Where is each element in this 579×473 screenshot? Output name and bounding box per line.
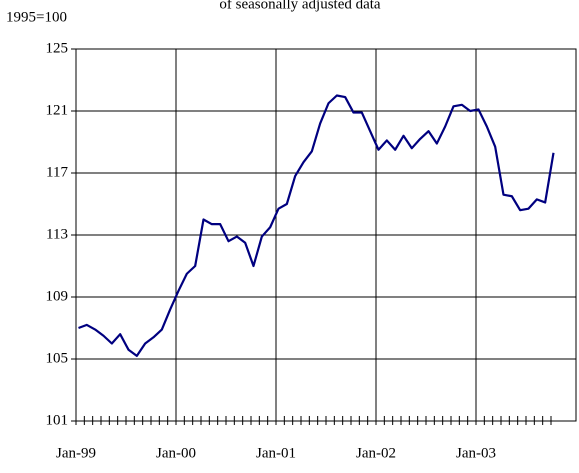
- y-tick-label: 109: [46, 288, 69, 304]
- chart-title: of seasonally adjusted data: [219, 0, 381, 12]
- y-tick-label: 113: [46, 226, 68, 242]
- y-tick-label: 121: [46, 102, 69, 118]
- x-tick-label: Jan-03: [456, 445, 496, 461]
- y-tick-label: 125: [46, 40, 69, 56]
- x-tick-label: Jan-02: [356, 445, 396, 461]
- y-axis-label: 1995=100: [6, 9, 67, 25]
- x-tick-label: Jan-01: [256, 445, 296, 461]
- x-tick-label: Jan-00: [156, 445, 196, 461]
- y-tick-label: 101: [46, 412, 69, 428]
- data-line: [78, 94, 555, 357]
- y-tick-label: 117: [46, 164, 68, 180]
- y-tick-label: 105: [46, 350, 69, 366]
- x-tick-label: Jan-99: [56, 445, 96, 461]
